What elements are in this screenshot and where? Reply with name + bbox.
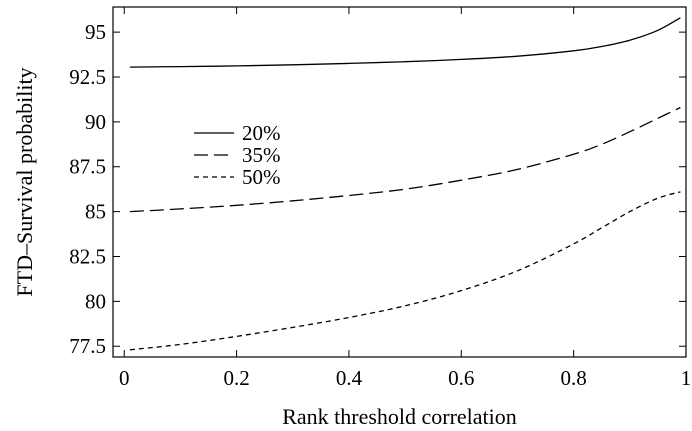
x-tick-label: 0.6 <box>448 366 474 390</box>
series-line-3 <box>129 191 681 351</box>
legend-label-1: 20% <box>242 121 281 145</box>
x-axis-ticks: 0 0.2 0.4 0.6 0.8 1 <box>119 7 691 390</box>
legend-label-2: 35% <box>242 143 281 167</box>
y-tick-label: 82.5 <box>69 244 106 268</box>
x-tick-label: 0.2 <box>223 366 249 390</box>
y-tick-label: 90 <box>85 110 106 134</box>
y-axis-ticks: 77.5 80 82.5 85 87.5 90 92.5 95 <box>69 20 686 358</box>
y-tick-label: 95 <box>85 20 106 44</box>
y-axis-label: FTD–Survival probability <box>12 67 37 296</box>
series-layer <box>129 17 681 351</box>
y-tick-label: 92.5 <box>69 65 106 89</box>
y-tick-label: 85 <box>85 200 106 224</box>
legend-label-3: 50% <box>242 165 281 189</box>
y-tick-label: 77.5 <box>69 334 106 358</box>
x-tick-label: 0 <box>119 366 130 390</box>
x-tick-label: 0.8 <box>561 366 587 390</box>
series-line-2 <box>129 106 681 213</box>
legend: 20%35%50% <box>194 121 281 189</box>
plot-frame <box>112 6 687 358</box>
y-tick-label: 87.5 <box>69 155 106 179</box>
x-tick-label: 0.4 <box>336 366 363 390</box>
y-tick-label: 80 <box>85 289 106 313</box>
series-line-1 <box>129 17 681 68</box>
x-tick-label: 1 <box>681 366 692 390</box>
x-axis-label: Rank threshold correlation <box>282 404 517 429</box>
